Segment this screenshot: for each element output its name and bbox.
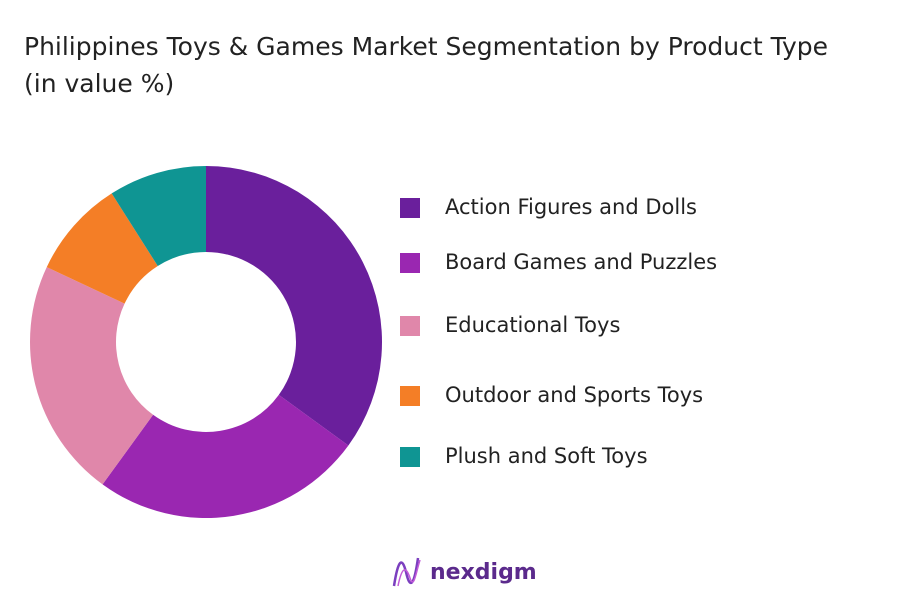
title-box: Philippines Toys & Games Market Segmenta…: [24, 32, 829, 98]
donut-slice: [206, 166, 382, 446]
brand-mark: [397, 559, 421, 587]
donut-slice: [111, 166, 206, 267]
legend-swatch: [400, 447, 420, 467]
legend-label: Action Figures and Dolls: [445, 195, 697, 219]
legend-swatch: [400, 253, 420, 273]
donut-slice: [46, 193, 158, 304]
donut-slice: [29, 267, 154, 485]
brand-logo: nexdigm: [392, 557, 537, 587]
chart-title: Philippines Toys & Games Market Segmenta…: [24, 32, 829, 98]
legend-swatch: [400, 386, 420, 406]
brand-name: nexdigm: [430, 560, 537, 585]
brand-mark: [392, 557, 420, 587]
legend-label: Educational Toys: [445, 313, 620, 337]
legend-swatch: [400, 316, 420, 336]
legend-label: Outdoor and Sports Toys: [445, 383, 703, 407]
donut-slice: [102, 394, 349, 518]
legend-swatch: [400, 198, 420, 218]
legend-label: Board Games and Puzzles: [445, 250, 717, 274]
legend-label: Plush and Soft Toys: [445, 444, 648, 468]
